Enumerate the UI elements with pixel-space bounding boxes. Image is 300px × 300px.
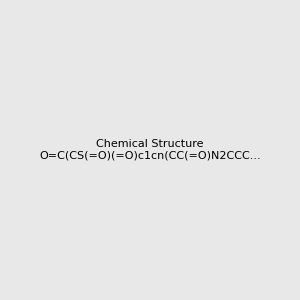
Text: Chemical Structure
O=C(CS(=O)(=O)c1cn(CC(=O)N2CCC...: Chemical Structure O=C(CS(=O)(=O)c1cn(CC… <box>39 139 261 161</box>
